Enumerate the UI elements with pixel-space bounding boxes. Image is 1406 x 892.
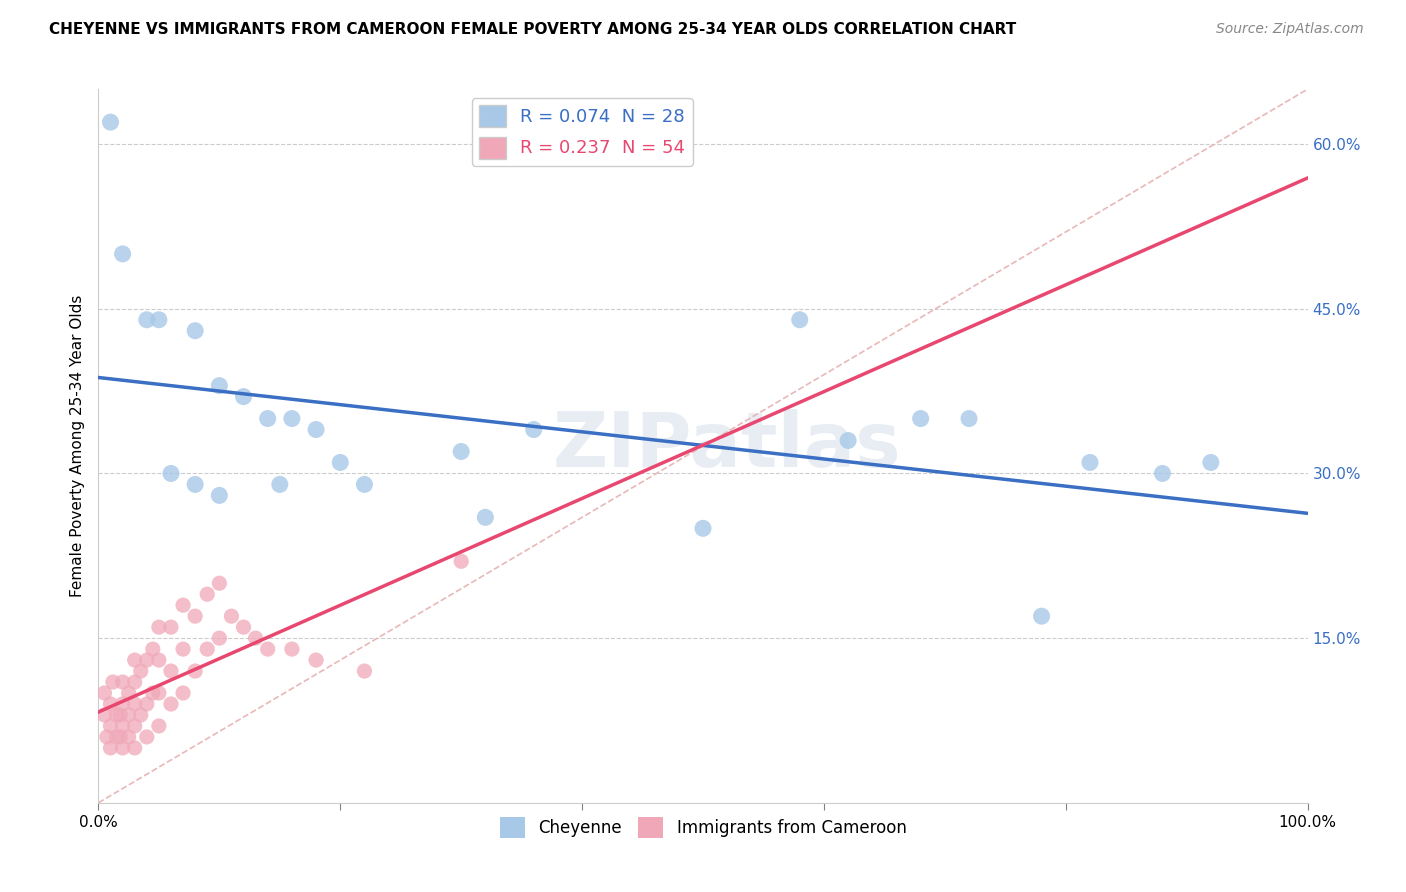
Point: [208, 631, 231, 645]
Point: [789, 312, 811, 326]
Point: [305, 423, 328, 437]
Point: [124, 740, 146, 755]
Point: [692, 521, 714, 535]
Point: [208, 576, 231, 591]
Point: [837, 434, 859, 448]
Point: [100, 740, 122, 755]
Point: [353, 477, 375, 491]
Point: [135, 730, 157, 744]
Point: [1031, 609, 1053, 624]
Point: [105, 730, 128, 744]
Point: [195, 642, 218, 657]
Point: [184, 609, 207, 624]
Point: [118, 686, 141, 700]
Point: [118, 708, 141, 723]
Point: [108, 708, 131, 723]
Point: [111, 697, 134, 711]
Point: [1152, 467, 1174, 481]
Point: [232, 620, 254, 634]
Point: [100, 719, 122, 733]
Point: [172, 686, 194, 700]
Point: [148, 312, 170, 326]
Point: [148, 686, 170, 700]
Point: [281, 642, 304, 657]
Point: [195, 587, 218, 601]
Point: [111, 675, 134, 690]
Point: [93, 686, 115, 700]
Point: [135, 312, 157, 326]
Point: [281, 411, 304, 425]
Point: [245, 631, 267, 645]
Point: [221, 609, 243, 624]
Point: [135, 653, 157, 667]
Point: [269, 477, 291, 491]
Point: [184, 324, 207, 338]
Point: [1199, 455, 1222, 469]
Point: [148, 719, 170, 733]
Point: [118, 730, 141, 744]
Point: [184, 664, 207, 678]
Point: [184, 477, 207, 491]
Point: [124, 697, 146, 711]
Point: [1078, 455, 1101, 469]
Point: [208, 488, 231, 502]
Point: [142, 642, 165, 657]
Point: [160, 467, 183, 481]
Point: [172, 642, 194, 657]
Point: [148, 620, 170, 634]
Point: [474, 510, 496, 524]
Point: [172, 598, 194, 612]
Point: [101, 675, 124, 690]
Point: [910, 411, 932, 425]
Point: [100, 697, 122, 711]
Point: [93, 708, 115, 723]
Point: [105, 708, 128, 723]
Point: [96, 730, 118, 744]
Point: [523, 423, 546, 437]
Point: [124, 675, 146, 690]
Point: [129, 664, 152, 678]
Point: [142, 686, 165, 700]
Point: [100, 115, 122, 129]
Point: [135, 697, 157, 711]
Point: [329, 455, 352, 469]
Point: [232, 390, 254, 404]
Text: ZIPatlas: ZIPatlas: [553, 409, 901, 483]
Point: [111, 719, 134, 733]
Text: CHEYENNE VS IMMIGRANTS FROM CAMEROON FEMALE POVERTY AMONG 25-34 YEAR OLDS CORREL: CHEYENNE VS IMMIGRANTS FROM CAMEROON FEM…: [49, 22, 1017, 37]
Point: [160, 620, 183, 634]
Point: [108, 730, 131, 744]
Point: [111, 740, 134, 755]
Point: [160, 697, 183, 711]
Point: [129, 708, 152, 723]
Legend: Cheyenne, Immigrants from Cameroon: Cheyenne, Immigrants from Cameroon: [494, 811, 912, 845]
Text: Source: ZipAtlas.com: Source: ZipAtlas.com: [1216, 22, 1364, 37]
Point: [450, 554, 472, 568]
Point: [111, 247, 134, 261]
Point: [160, 664, 183, 678]
Point: [957, 411, 980, 425]
Point: [148, 653, 170, 667]
Point: [124, 653, 146, 667]
Point: [256, 411, 278, 425]
Point: [208, 378, 231, 392]
Point: [305, 653, 328, 667]
Point: [450, 444, 472, 458]
Point: [256, 642, 278, 657]
Point: [353, 664, 375, 678]
Y-axis label: Female Poverty Among 25-34 Year Olds: Female Poverty Among 25-34 Year Olds: [69, 295, 84, 597]
Point: [124, 719, 146, 733]
